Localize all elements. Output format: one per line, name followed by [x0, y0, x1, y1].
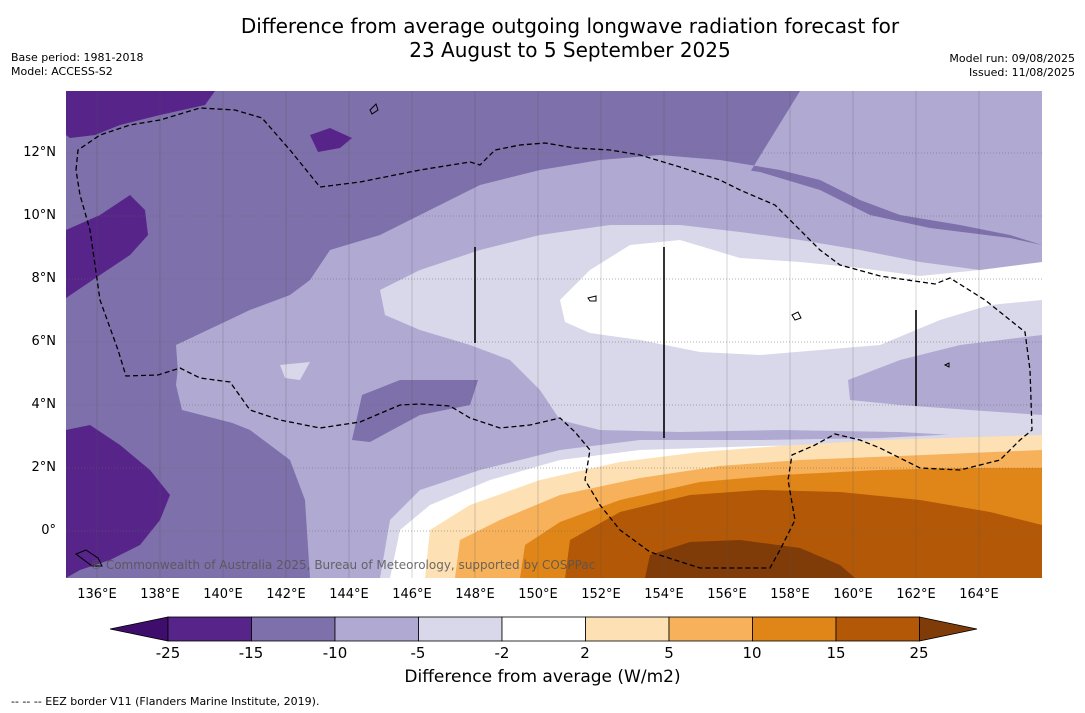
island-segments	[474, 247, 917, 438]
model-run: Model run: 09/08/2025	[949, 52, 1075, 65]
colorbar-m2	[501, 616, 586, 642]
region-m25-sw	[66, 425, 170, 578]
lat-label-4n: 4°N	[31, 397, 57, 412]
region-m5c	[280, 362, 310, 380]
region-p25	[645, 540, 855, 578]
model-name: Model: ACCESS-S2	[11, 65, 113, 78]
colorbar-tick-p25: 25	[909, 644, 929, 662]
colorbar-m25	[167, 616, 252, 642]
lon-label-158e: 158°E	[770, 587, 810, 602]
lon-label-156e: 156°E	[707, 587, 747, 602]
colorbar-p15	[835, 616, 920, 642]
region-m15-patch	[352, 380, 478, 442]
lon-label-138e: 138°E	[140, 587, 180, 602]
lon-label-148e: 148°E	[455, 587, 495, 602]
eez-palau-fsm-west	[75, 107, 1033, 569]
colorbar-p10	[752, 616, 837, 642]
base-period: Base period: 1981-2018	[11, 51, 144, 64]
colorbar-p5	[668, 616, 753, 642]
model-info: Base period: 1981-2018 Model: ACCESS-S2	[11, 51, 143, 79]
colorbar-extend-high	[919, 616, 978, 642]
chart-title: Difference from average outgoing longwav…	[0, 14, 1085, 62]
colorbar-tick-p10: 10	[742, 644, 762, 662]
lon-label-152e: 152°E	[581, 587, 621, 602]
colorbar-tick-m10: -10	[322, 644, 348, 662]
copyright-notice: © Commonwealth of Australia 2025, Bureau…	[90, 558, 596, 572]
colorbar-tick-m2: -2	[494, 644, 510, 662]
run-info: Model run: 09/08/2025 Issued: 11/08/2025	[949, 52, 1075, 80]
lat-label-10n: 10°N	[23, 208, 56, 223]
colorbar-title: Difference from average (W/m2)	[404, 667, 681, 687]
lon-label-136e: 136°E	[77, 587, 117, 602]
colorbar-tick-m15: -15	[238, 644, 264, 662]
region-m25-n	[310, 128, 352, 152]
colorbar-tick-m5: -5	[410, 644, 426, 662]
colorbar-extend-low	[109, 616, 169, 642]
colorbar-m10	[334, 616, 419, 642]
lat-label-0: 0°	[41, 523, 56, 538]
lat-label-6n: 6°N	[31, 334, 57, 349]
colorbar-m5	[418, 616, 503, 642]
colorbar-tick-p5: 5	[664, 644, 674, 662]
colorbar-m15	[251, 616, 336, 642]
gridlines	[66, 152, 1042, 532]
region-m2	[560, 240, 1042, 355]
lon-label-154e: 154°E	[644, 587, 684, 602]
title-line-2: 23 August to 5 September 2025	[409, 38, 731, 62]
eez-footnote: -- -- -- EEZ border V11 (Flanders Marine…	[11, 695, 320, 708]
lon-label-164e: 164°E	[959, 587, 999, 602]
lon-label-162e: 162°E	[896, 587, 936, 602]
island-outlines	[74, 103, 950, 567]
lon-label-142e: 142°E	[266, 587, 306, 602]
colorbar-tick-p15: 15	[826, 644, 846, 662]
region-m25-nw	[66, 91, 215, 138]
colorbar	[109, 616, 978, 642]
lon-label-146e: 146°E	[392, 587, 432, 602]
lon-label-140e: 140°E	[203, 587, 243, 602]
region-m25-w	[66, 195, 148, 298]
title-line-1: Difference from average outgoing longwav…	[240, 14, 900, 38]
lat-label-8n: 8°N	[31, 271, 57, 286]
lon-label-150e: 150°E	[518, 587, 558, 602]
lat-label-12n: 12°N	[23, 145, 56, 160]
issued-date: Issued: 11/08/2025	[968, 66, 1075, 79]
lon-label-160e: 160°E	[833, 587, 873, 602]
colorbar-tick-p2: 2	[580, 644, 590, 662]
region-m10-east	[848, 335, 1042, 415]
lon-label-144e: 144°E	[329, 587, 369, 602]
eez-border	[75, 107, 1033, 569]
lat-label-2n: 2°N	[31, 460, 57, 475]
colorbar-tick-m25: -25	[155, 644, 181, 662]
anomaly-field	[66, 91, 1042, 578]
colorbar-p2	[585, 616, 670, 642]
